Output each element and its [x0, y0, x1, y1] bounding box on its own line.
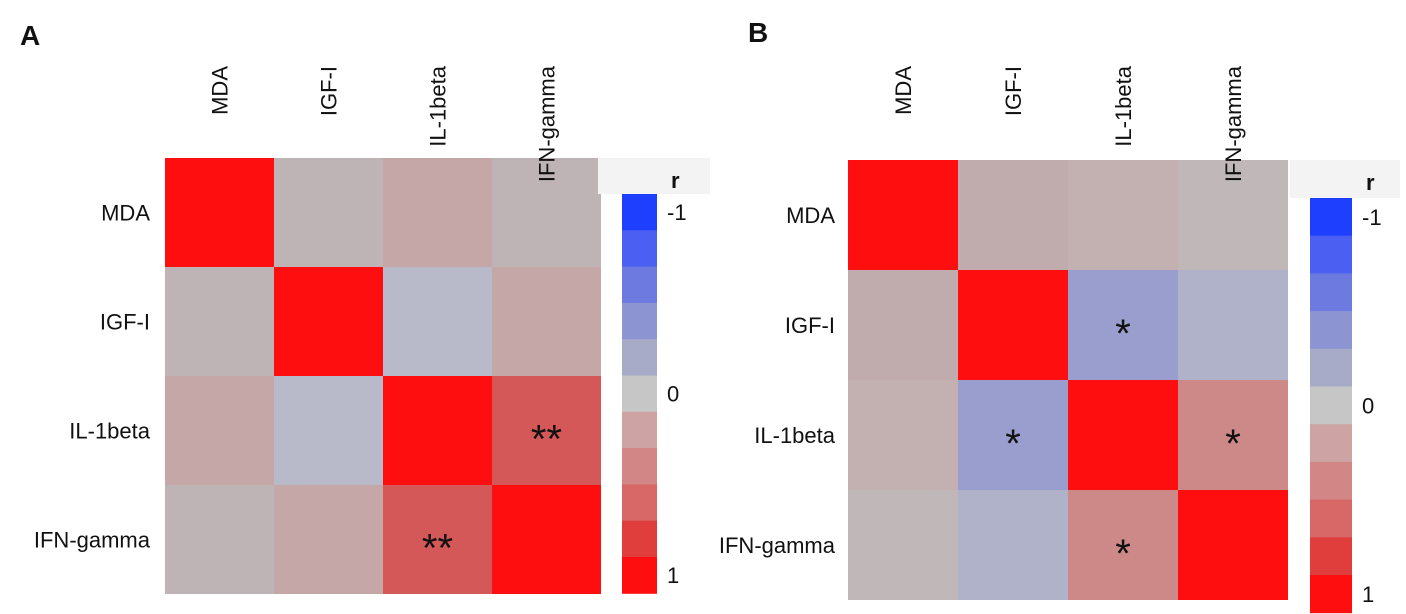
legend-swatch	[622, 448, 657, 485]
legend-swatch	[1310, 499, 1352, 538]
legend-title: r	[1366, 170, 1375, 195]
legend-swatch	[622, 194, 657, 231]
row-label: MDA	[786, 203, 835, 228]
column-label: IL-1beta	[1111, 65, 1136, 146]
legend-swatch	[622, 520, 657, 558]
row-label: IGF-I	[785, 313, 835, 338]
legend-tick: 0	[1362, 393, 1374, 418]
significance-mark: *	[1225, 422, 1241, 466]
legend-swatch	[1310, 273, 1352, 312]
row-label: IL-1beta	[69, 419, 150, 444]
legend-swatch	[1310, 461, 1352, 501]
row-label: IGF-I	[100, 310, 150, 335]
column-label: IGF-I	[317, 66, 342, 116]
legend-tick: 1	[1362, 582, 1374, 607]
legend-swatch	[622, 230, 657, 268]
heatmap-cell-r2-c0	[165, 376, 274, 485]
column-label: MDA	[891, 66, 916, 115]
heatmap-cell-r3-c3	[492, 485, 601, 594]
legend-swatch	[1310, 311, 1352, 350]
heatmap-cell-r1-c3	[1178, 270, 1288, 380]
legend-strip	[1290, 160, 1310, 198]
heatmap-cell-r2-c3	[492, 376, 601, 485]
heatmap-cell-r0-c3	[1178, 160, 1288, 270]
legend-header	[1310, 160, 1400, 198]
heatmap-cell-r3-c1	[958, 490, 1068, 600]
heatmap-cell-r2-c1	[958, 380, 1068, 490]
heatmap-cell-r2-c3	[1178, 380, 1288, 490]
heatmap-cell-r1-c1	[274, 267, 383, 376]
heatmap-cell-r2-c1	[274, 376, 383, 485]
significance-mark: **	[531, 418, 562, 462]
column-label: IGF-I	[1001, 66, 1026, 116]
legend-tick: 0	[667, 382, 679, 407]
column-label: IFN-gamma	[535, 65, 560, 182]
legend-swatch	[622, 302, 657, 340]
column-label: IFN-gamma	[1221, 65, 1246, 182]
heatmap-cell-r0-c0	[848, 160, 958, 270]
row-label: IFN-gamma	[719, 533, 836, 558]
heatmap-cell-r2-c0	[848, 380, 958, 490]
legend-swatch	[1310, 424, 1352, 463]
legend-tick: 1	[667, 563, 679, 588]
heatmap-cell-r1-c0	[165, 267, 274, 376]
legend-tick: -1	[1362, 205, 1382, 230]
heatmap-cell-r3-c1	[274, 485, 383, 594]
significance-mark: *	[1005, 422, 1021, 466]
panel-label: B	[748, 17, 768, 48]
panel-b: B * * * * MDA IGF-I IL-1beta IFN-gamma MDA IGF-I IL…	[719, 17, 1400, 614]
panel-a: A ** ** MDA IGF-I IL-1beta IFN-gamma MDA IGF-I IL…	[20, 20, 710, 594]
heatmap-cell-r3-c0	[848, 490, 958, 600]
heatmap-cell-r2-c2	[1068, 380, 1178, 490]
heatmap-cell-r3-c2	[383, 485, 492, 594]
heatmap-cell-r0-c2	[1068, 160, 1178, 270]
legend-swatch	[1310, 198, 1352, 237]
legend-strip	[598, 158, 622, 194]
legend-swatch	[622, 411, 657, 449]
legend-swatch	[1310, 235, 1352, 274]
heatmap-cell-r1-c2	[383, 267, 492, 376]
legend-swatch	[622, 339, 657, 376]
significance-mark: *	[1115, 532, 1131, 576]
legend-swatch	[622, 484, 657, 522]
heatmap-cell-r3-c3	[1178, 490, 1288, 600]
row-label: IFN-gamma	[34, 528, 151, 553]
heatmap-cell-r0-c0	[165, 158, 274, 267]
row-label: MDA	[101, 201, 150, 226]
legend-swatch	[1310, 575, 1352, 614]
heatmap-cell-r0-c3	[492, 158, 601, 267]
heatmap-cell-r0-c1	[274, 158, 383, 267]
heatmap-cell-r1-c1	[958, 270, 1068, 380]
legend-swatch	[622, 557, 657, 594]
legend-tick: -1	[667, 200, 687, 225]
legend-swatch	[1310, 537, 1352, 576]
heatmap-cell-r1-c3	[492, 267, 601, 376]
heatmap-cell-r0-c1	[958, 160, 1068, 270]
legend-swatch	[1310, 386, 1352, 425]
heatmap-cell-r1-c2	[1068, 270, 1178, 380]
column-label: MDA	[208, 66, 233, 115]
significance-mark: *	[1115, 312, 1131, 356]
legend-title: r	[671, 168, 680, 193]
panel-label: A	[20, 20, 40, 51]
row-label: IL-1beta	[754, 423, 835, 448]
column-label: IL-1beta	[426, 65, 451, 146]
heatmap-cell-r3-c0	[165, 485, 274, 594]
heatmap-cell-r3-c2	[1068, 490, 1178, 600]
significance-mark: **	[422, 527, 453, 571]
legend-swatch	[622, 375, 657, 413]
legend-swatch	[1310, 348, 1352, 387]
heatmap-cell-r2-c2	[383, 376, 492, 485]
legend-swatch	[622, 266, 657, 304]
legend-header	[622, 158, 710, 194]
heatmap-cell-r1-c0	[848, 270, 958, 380]
heatmap-cell-r0-c2	[383, 158, 492, 267]
